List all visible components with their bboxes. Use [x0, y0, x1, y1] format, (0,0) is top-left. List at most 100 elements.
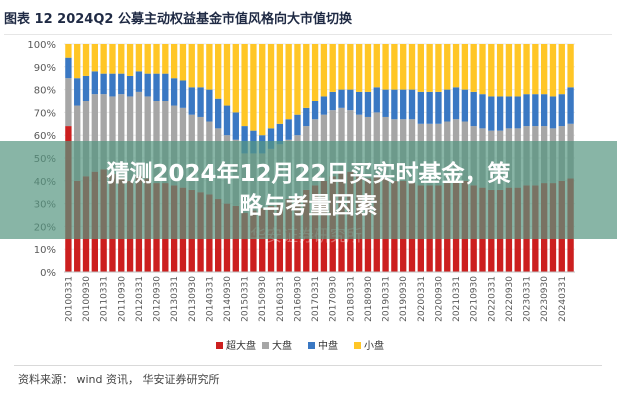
bar-segment-large — [82, 101, 90, 177]
x-tick-label: 20240331 — [558, 276, 568, 322]
x-tick-label: 20120930 — [153, 276, 163, 322]
bar-segment-mid — [179, 80, 187, 108]
x-tick-label: 20220930 — [505, 276, 515, 322]
y-tick-label: 60% — [34, 131, 56, 142]
bar-segment-mid — [391, 89, 398, 120]
x-tick-label: 20150930 — [258, 276, 268, 322]
bar-segment-mid — [408, 89, 416, 120]
source-divider — [14, 365, 602, 366]
bar-segment-small — [285, 44, 292, 120]
bar-segment-mid — [144, 73, 151, 97]
source-note: 资料来源： wind 资讯， 华安证券研究所 — [18, 373, 220, 386]
bar-segment-small — [294, 44, 301, 115]
bar-segment-small — [347, 44, 354, 90]
bar-segment-small — [461, 44, 469, 90]
bar-segment-mid — [65, 57, 72, 79]
bar-segment-large — [118, 94, 125, 179]
bar-segment-mid — [523, 94, 530, 127]
bar-segment-small — [479, 44, 486, 95]
bar-segment-small — [188, 44, 195, 88]
bar-segment-large — [347, 110, 354, 172]
bar-segment-mid — [470, 91, 477, 127]
bar-segment-small — [126, 44, 134, 76]
bar-segment-small — [417, 44, 424, 92]
bar-segment-mid — [135, 71, 143, 92]
bar-segment-small — [179, 44, 187, 81]
bar-segment-mid — [479, 94, 486, 129]
bar-segment-small — [250, 44, 257, 131]
x-tick-label: 20150331 — [241, 276, 251, 322]
bar-segment-small — [523, 44, 530, 95]
x-tick-label: 20170930 — [329, 276, 339, 322]
bar-segment-small — [223, 44, 231, 106]
bar-segment-mid — [532, 94, 539, 127]
headline-text: 猜测2024年12月22日买实时基金，策 略与考量因素 — [0, 158, 617, 222]
x-tick-label: 20120331 — [135, 276, 145, 322]
bar-segment-super-large — [250, 210, 257, 272]
bar-segment-small — [505, 44, 513, 97]
bar-segment-large — [144, 96, 151, 179]
y-tick-label: 100% — [27, 40, 56, 51]
x-tick-label: 20160331 — [276, 276, 286, 322]
bar-segment-small — [118, 44, 125, 74]
bar-segment-small — [391, 44, 398, 90]
x-tick-label: 20140331 — [205, 276, 215, 322]
bar-segment-mid — [417, 91, 424, 124]
x-tick-label: 20110930 — [117, 276, 127, 322]
bar-segment-small — [65, 44, 72, 58]
bar-segment-mid — [347, 89, 354, 111]
bar-segment-large — [135, 91, 143, 177]
x-tick-label: 20200331 — [417, 276, 427, 322]
bar-segment-mid — [267, 128, 275, 149]
bar-segment-mid — [162, 73, 169, 101]
bar-segment-mid — [444, 89, 451, 122]
bar-segment-large — [65, 78, 72, 127]
legend-label: 中盘 — [318, 339, 338, 352]
bar-segment-small — [241, 44, 248, 127]
bar-segment-small — [355, 44, 363, 92]
bar-segment-mid — [153, 73, 160, 101]
x-tick-label: 20210331 — [452, 276, 462, 322]
x-tick-label: 20130930 — [188, 276, 198, 322]
bar-segment-small — [153, 44, 160, 74]
bar-segment-mid — [382, 89, 389, 117]
bar-segment-mid — [435, 91, 442, 124]
bar-segment-mid — [241, 126, 248, 154]
bar-segment-small — [514, 44, 521, 97]
bar-segment-mid — [100, 73, 107, 95]
x-tick-label: 20140930 — [223, 276, 233, 322]
bar-segment-mid — [567, 87, 574, 124]
bar-segment-small — [162, 44, 169, 74]
bar-segment-small — [496, 44, 504, 97]
x-tick-label: 20180331 — [346, 276, 356, 322]
bar-segment-small — [329, 44, 336, 92]
bar-segment-mid — [496, 96, 504, 131]
y-tick-label: 0% — [40, 268, 56, 279]
bar-segment-mid — [206, 89, 213, 122]
headline-line-2: 略与考量因素 — [239, 193, 378, 219]
bar-segment-mid — [426, 91, 433, 124]
bar-segment-small — [311, 44, 319, 101]
bar-segment-small — [109, 44, 116, 74]
legend-swatch — [308, 342, 315, 349]
bar-segment-small — [540, 44, 548, 95]
x-tick-label: 20110331 — [100, 276, 110, 322]
bar-segment-small — [267, 44, 275, 129]
bar-segment-mid — [276, 123, 284, 145]
bar-segment-mid — [126, 75, 134, 97]
bar-segment-mid — [215, 98, 222, 129]
legend-swatch — [216, 342, 223, 349]
bar-segment-mid — [373, 87, 380, 113]
bar-segment-mid — [400, 89, 407, 120]
bar-segment-small — [320, 44, 328, 97]
bar-segment-small — [338, 44, 345, 90]
bar-segment-mid — [329, 91, 336, 111]
bar-segment-mid — [109, 73, 116, 97]
chart-title: 图表 12 2024Q2 公募主动权益基金市值风格向大市值切换 — [4, 12, 352, 27]
x-tick-label: 20130331 — [170, 276, 180, 322]
legend-swatch — [354, 342, 361, 349]
bar-segment-small — [452, 44, 460, 88]
bar-segment-small — [382, 44, 389, 90]
x-tick-label: 20190331 — [382, 276, 392, 322]
